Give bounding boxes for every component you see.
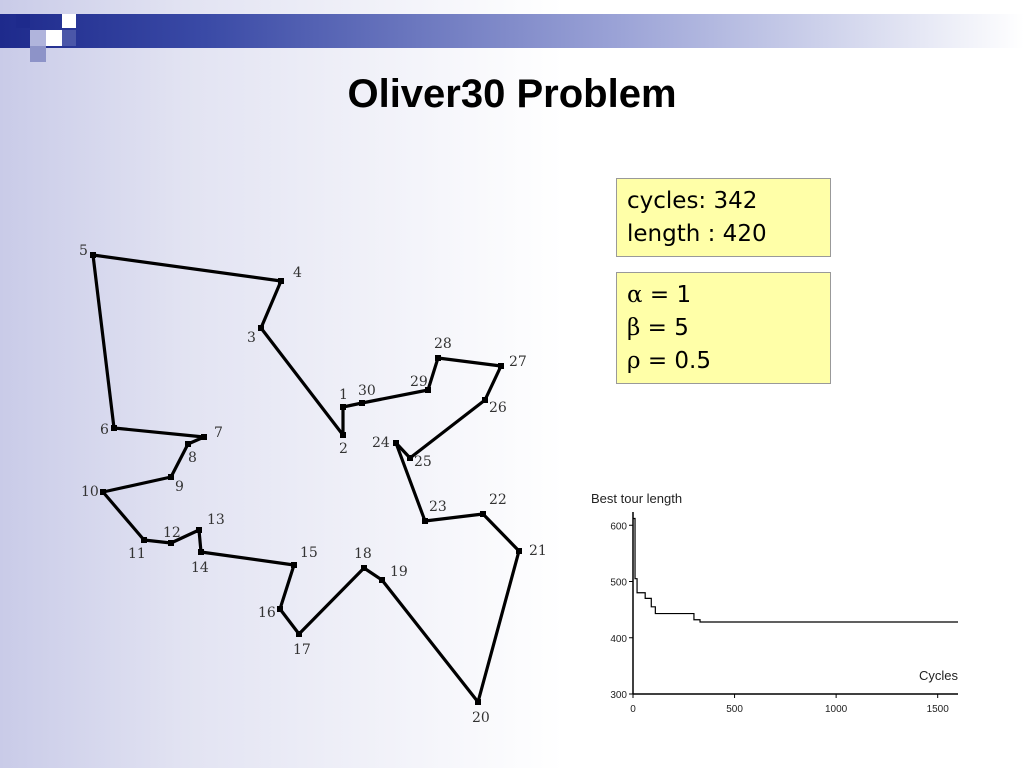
decor-square-3: [46, 30, 62, 46]
city-13-label: 13: [207, 512, 225, 528]
decor-square-5: [30, 46, 46, 62]
decor-square-6: [62, 30, 76, 46]
city-19-label: 19: [390, 564, 408, 580]
city-22-marker: [480, 511, 486, 517]
city-3-marker: [258, 325, 264, 331]
param-rho: ρ = 0.5: [627, 348, 712, 374]
city-21-marker: [516, 548, 522, 554]
city-24-marker: [393, 440, 399, 446]
city-7-marker: [201, 434, 207, 440]
city-14-label: 14: [191, 560, 209, 576]
param-beta: β = 5: [627, 315, 689, 341]
city-26-label: 26: [489, 400, 507, 416]
x-tick-label-1000: 1000: [825, 704, 848, 715]
decor-square-2: [30, 30, 46, 46]
city-9-label: 9: [175, 479, 184, 495]
city-4-label: 4: [293, 265, 302, 281]
city-18-marker: [361, 565, 367, 571]
city-9-marker: [168, 474, 174, 480]
city-13-marker: [196, 527, 202, 533]
city-28-label: 28: [434, 336, 452, 352]
city-23-marker: [422, 518, 428, 524]
city-21-label: 21: [529, 543, 547, 559]
x-tick-label-1500: 1500: [927, 704, 950, 715]
city-29-marker: [425, 387, 431, 393]
city-30-marker: [359, 400, 365, 406]
title-band: [0, 14, 1024, 48]
best-length-series-line: [633, 517, 958, 623]
city-15-label: 15: [300, 545, 318, 561]
city-26-marker: [482, 397, 488, 403]
city-12-label: 12: [163, 525, 181, 541]
city-1-label: 1: [339, 387, 348, 403]
chart-title: Best tour length: [591, 491, 682, 506]
y-tick-label-300: 300: [610, 690, 627, 701]
y-tick-label-600: 600: [610, 521, 627, 532]
city-12-marker: [168, 540, 174, 546]
city-17-label: 17: [293, 642, 311, 658]
city-19-marker: [379, 577, 385, 583]
city-14-marker: [198, 549, 204, 555]
city-2-marker: [340, 432, 346, 438]
city-8-label: 8: [188, 450, 197, 466]
city-10-marker: [100, 489, 106, 495]
city-24-label: 24: [372, 435, 390, 451]
city-8-marker: [185, 441, 191, 447]
page-title: Oliver30 Problem: [347, 72, 677, 116]
city-17-marker: [296, 631, 302, 637]
y-tick-label-500: 500: [610, 578, 627, 589]
x-axis-label: Cycles: [919, 668, 959, 683]
city-1-marker: [340, 404, 346, 410]
params-box: α = 1 β = 5 ρ = 0.5: [616, 272, 831, 384]
stats-box: cycles: 342 length : 420: [616, 178, 831, 257]
city-20-marker: [475, 699, 481, 705]
cycles-text: cycles: 342: [627, 188, 758, 214]
city-6-label: 6: [100, 422, 109, 438]
city-28-marker: [435, 355, 441, 361]
city-30-label: 30: [358, 383, 376, 399]
city-15-marker: [291, 562, 297, 568]
param-alpha: α = 1: [627, 282, 692, 308]
city-5-label: 5: [79, 243, 88, 259]
city-16-label: 16: [258, 605, 276, 621]
city-11-label: 11: [128, 546, 146, 562]
city-20-label: 20: [472, 710, 490, 726]
city-2-label: 2: [339, 441, 348, 457]
city-25-marker: [407, 455, 413, 461]
decor-square-1: [16, 14, 30, 28]
y-tick-label-400: 400: [610, 634, 627, 645]
x-tick-label-0: 0: [630, 704, 636, 715]
city-6-marker: [111, 425, 117, 431]
city-3-label: 3: [247, 330, 256, 346]
city-11-marker: [141, 537, 147, 543]
city-16-marker: [277, 606, 283, 612]
city-5-marker: [90, 252, 96, 258]
city-10-label: 10: [81, 484, 99, 500]
x-tick-label-500: 500: [726, 704, 743, 715]
city-27-label: 27: [509, 354, 527, 370]
city-7-label: 7: [214, 425, 223, 441]
city-23-label: 23: [429, 499, 447, 515]
city-27-marker: [498, 363, 504, 369]
decor-square-4: [62, 14, 76, 28]
city-18-label: 18: [354, 546, 372, 562]
length-text: length : 420: [627, 221, 767, 247]
city-4-marker: [278, 278, 284, 284]
city-22-label: 22: [489, 492, 507, 508]
city-29-label: 29: [410, 374, 428, 390]
city-25-label: 25: [414, 454, 432, 470]
